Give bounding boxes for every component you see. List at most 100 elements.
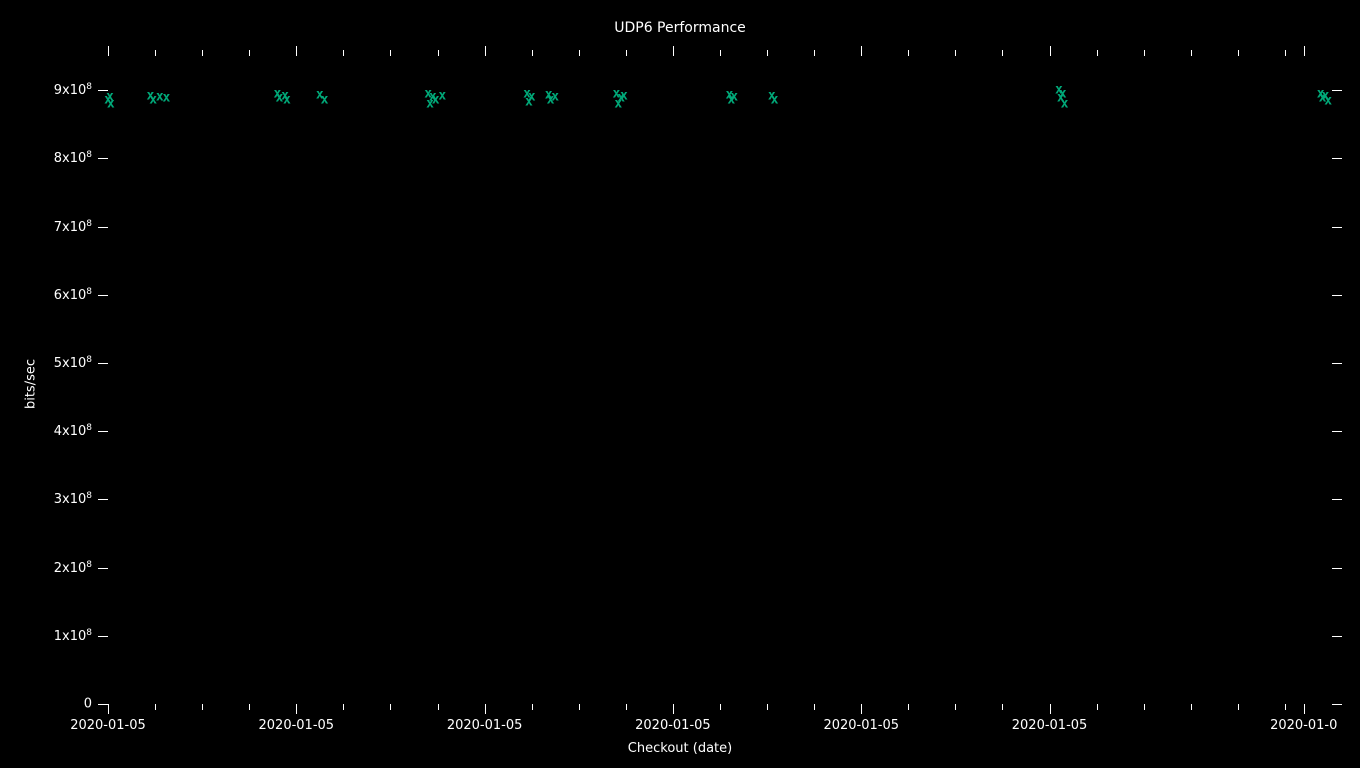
ytick-label: 4x108 xyxy=(54,423,92,439)
y-axis-label: bits/sec xyxy=(24,359,39,409)
xtick-mark xyxy=(673,46,674,56)
xtick-mark xyxy=(296,46,297,56)
xtick-minor xyxy=(532,50,533,56)
ytick-mark xyxy=(98,295,108,296)
xtick-minor xyxy=(532,704,533,710)
data-point: x xyxy=(1061,97,1069,110)
x-axis-label: Checkout (date) xyxy=(0,741,1360,756)
ytick-mark xyxy=(98,431,108,432)
xtick-minor xyxy=(249,50,250,56)
xtick-minor xyxy=(767,704,768,710)
data-point: x xyxy=(107,97,115,110)
scatter-chart: UDP6 Performance bits/sec Checkout (date… xyxy=(0,0,1360,768)
data-point: x xyxy=(771,93,779,106)
xtick-minor xyxy=(438,50,439,56)
xtick-minor xyxy=(1191,704,1192,710)
ytick-mark xyxy=(98,363,108,364)
data-point: x xyxy=(162,92,170,105)
data-point: x xyxy=(1324,95,1332,108)
ytick-mark xyxy=(1332,158,1342,159)
ytick-mark xyxy=(1332,704,1342,705)
plot-area: 01x1082x1083x1084x1085x1086x1087x1088x10… xyxy=(108,56,1332,704)
ytick-label: 9x108 xyxy=(54,82,92,98)
ytick-label: 8x108 xyxy=(54,150,92,166)
xtick-mark xyxy=(673,704,674,714)
ytick-label: 1x108 xyxy=(54,628,92,644)
xtick-minor xyxy=(343,704,344,710)
xtick-minor xyxy=(155,704,156,710)
ytick-label: 5x108 xyxy=(54,355,92,371)
xtick-minor xyxy=(908,50,909,56)
xtick-minor xyxy=(202,50,203,56)
ytick-mark xyxy=(98,499,108,500)
ytick-mark xyxy=(98,158,108,159)
xtick-mark xyxy=(861,46,862,56)
xtick-minor xyxy=(1002,50,1003,56)
xtick-minor xyxy=(626,50,627,56)
xtick-mark xyxy=(1050,46,1051,56)
xtick-minor xyxy=(202,704,203,710)
ytick-mark xyxy=(1332,636,1342,637)
xtick-mark xyxy=(485,46,486,56)
xtick-mark xyxy=(296,704,297,714)
xtick-minor xyxy=(720,50,721,56)
xtick-minor xyxy=(814,50,815,56)
xtick-minor xyxy=(1097,50,1098,56)
ytick-mark xyxy=(98,704,108,705)
data-point: x xyxy=(620,89,628,102)
xtick-label: 2020-01-05 xyxy=(823,718,899,733)
ytick-label: 2x108 xyxy=(54,559,92,575)
xtick-minor xyxy=(390,704,391,710)
xtick-label: 2020-01-05 xyxy=(259,718,335,733)
ytick-label: 3x108 xyxy=(54,491,92,507)
xtick-mark xyxy=(108,704,109,714)
ytick-mark xyxy=(1332,431,1342,432)
data-point: x xyxy=(528,90,536,103)
ytick-mark xyxy=(1332,227,1342,228)
xtick-minor xyxy=(343,50,344,56)
xtick-minor xyxy=(767,50,768,56)
xtick-label: 2020-01-05 xyxy=(635,718,711,733)
ytick-mark xyxy=(98,636,108,637)
xtick-label: 2020-01-0 xyxy=(1270,718,1337,733)
data-point: x xyxy=(551,90,559,103)
xtick-minor xyxy=(1144,50,1145,56)
data-point: x xyxy=(321,93,329,106)
ytick-mark xyxy=(1332,568,1342,569)
xtick-minor xyxy=(626,704,627,710)
xtick-minor xyxy=(814,704,815,710)
data-point: x xyxy=(283,94,291,107)
xtick-minor xyxy=(1144,704,1145,710)
xtick-label: 2020-01-05 xyxy=(70,718,146,733)
ytick-mark xyxy=(98,227,108,228)
xtick-minor xyxy=(579,50,580,56)
xtick-mark xyxy=(1304,704,1305,714)
xtick-minor xyxy=(390,50,391,56)
xtick-minor xyxy=(1285,50,1286,56)
xtick-minor xyxy=(1191,50,1192,56)
ytick-label: 7x108 xyxy=(54,218,92,234)
xtick-minor xyxy=(955,50,956,56)
xtick-mark xyxy=(1050,704,1051,714)
xtick-minor xyxy=(438,704,439,710)
ytick-label: 0 xyxy=(84,697,92,712)
data-point: x xyxy=(438,89,446,102)
xtick-label: 2020-01-05 xyxy=(1012,718,1088,733)
ytick-mark xyxy=(1332,90,1342,91)
xtick-minor xyxy=(1238,50,1239,56)
ytick-mark xyxy=(1332,499,1342,500)
xtick-minor xyxy=(955,704,956,710)
ytick-mark xyxy=(1332,363,1342,364)
xtick-minor xyxy=(1097,704,1098,710)
xtick-minor xyxy=(249,704,250,710)
ytick-mark xyxy=(1332,295,1342,296)
data-point: x xyxy=(730,90,738,103)
xtick-minor xyxy=(1285,704,1286,710)
xtick-minor xyxy=(720,704,721,710)
xtick-mark xyxy=(1304,46,1305,56)
xtick-minor xyxy=(1002,704,1003,710)
xtick-mark xyxy=(861,704,862,714)
xtick-minor xyxy=(1238,704,1239,710)
xtick-mark xyxy=(485,704,486,714)
xtick-minor xyxy=(908,704,909,710)
